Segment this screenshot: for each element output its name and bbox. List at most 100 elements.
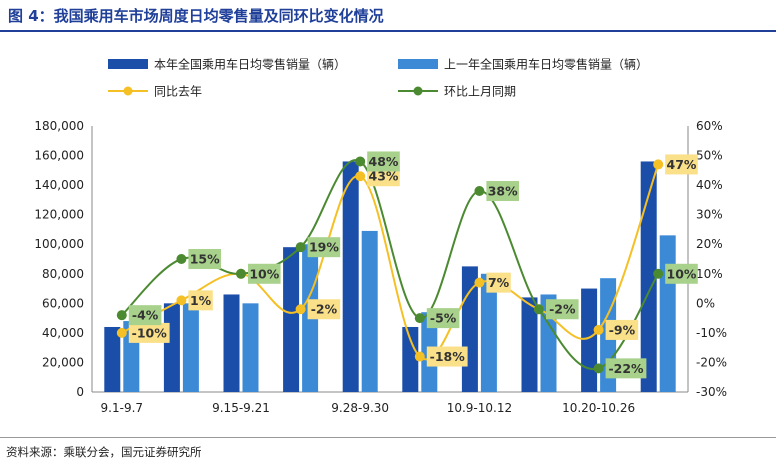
source-divider [0, 437, 776, 438]
x-tick-label: 10.20-10.26 [562, 401, 635, 415]
data-label-box [665, 263, 698, 284]
point-mom [116, 310, 127, 321]
bar-current-year [581, 288, 598, 392]
legend-marker [123, 86, 133, 96]
data-label-mom: 19% [309, 240, 339, 255]
x-tick-label: 10.9-10.12 [447, 401, 512, 415]
bar-current-year [283, 247, 300, 392]
chart-title: 图 4：我国乘用车市场周度日均零售量及同环比变化情况 [8, 7, 384, 25]
data-label-yoy: 1% [190, 293, 212, 308]
bar-current-year [163, 303, 180, 392]
data-label-yoy: 43% [369, 169, 399, 184]
data-label-box [426, 346, 468, 367]
data-label-mom: -5% [430, 311, 457, 326]
left-tick-label: 100,000 [34, 237, 84, 251]
right-tick-label: 20% [696, 237, 723, 251]
lines [116, 156, 664, 374]
x-tick-label: 9.15-9.21 [212, 401, 270, 415]
point-mom [236, 268, 246, 279]
right-tick-label: 60% [696, 119, 723, 133]
data-label-box [605, 319, 639, 340]
data-label-yoy: -2% [311, 302, 338, 317]
legend-swatch [398, 59, 438, 69]
bars [104, 161, 676, 392]
data-label-box [248, 263, 281, 284]
legend-marker [413, 86, 423, 96]
data-label-mom: 10% [667, 266, 697, 281]
right-tick-label: 40% [696, 178, 723, 192]
point-mom [593, 363, 604, 374]
data-label-box [486, 181, 519, 202]
title-divider [0, 30, 776, 32]
source-note: 资料来源：乘联分会，国元证券研究所 [6, 445, 202, 459]
data-label-yoy: 47% [667, 157, 697, 172]
bar-current-year [521, 297, 538, 392]
left-tick-label: 80,000 [42, 267, 84, 281]
point-yoy [355, 171, 366, 182]
point-yoy [295, 304, 306, 315]
data-label-box [128, 322, 170, 343]
right-tick-label: -30% [696, 385, 727, 399]
data-label-box [426, 308, 460, 329]
legend-swatch [108, 59, 148, 69]
data-label-box [307, 237, 341, 258]
combo-chart: 本年全国乘用车日均零售销量（辆） 上一年全国乘用车日均零售销量（辆） 同比去年 环比上… [34, 57, 727, 416]
x-tick-label: 9.1-9.7 [101, 401, 144, 415]
left-tick-label: 140,000 [34, 178, 84, 192]
right-tick-label: -20% [696, 355, 727, 369]
point-mom [534, 304, 544, 315]
data-label-mom: 48% [369, 154, 399, 169]
data-label-box [367, 151, 400, 172]
data-label-mom: 15% [190, 252, 220, 267]
right-tick-label: 30% [696, 208, 723, 222]
point-mom [295, 242, 306, 253]
bar-current-year [223, 294, 240, 392]
point-yoy [593, 324, 604, 335]
data-label-box [188, 249, 221, 269]
bar-current-year [104, 326, 121, 392]
left-tick-label: 40,000 [42, 326, 84, 340]
right-tick-label: 10% [696, 267, 723, 281]
data-label-box [307, 299, 341, 320]
bar-current-year [342, 161, 359, 392]
data-label-mom: -2% [549, 302, 576, 317]
bar-current-year [402, 326, 419, 392]
line-mom [121, 159, 660, 371]
x-tick-label: 9.28-9.30 [331, 401, 389, 415]
bar-previous-year [182, 303, 199, 392]
data-label-box [665, 154, 698, 175]
legend-label: 环比上月同期 [444, 85, 516, 99]
point-yoy [414, 351, 425, 362]
point-mom [414, 313, 425, 324]
left-tick-label: 160,000 [34, 149, 84, 163]
data-label-yoy: -10% [132, 325, 168, 340]
left-tick-label: 20,000 [42, 355, 84, 369]
data-labels: -10% 1% -2% 43% -18% 7% -9% 47% -4% 15% 10% 19% 48% -… [128, 151, 698, 379]
point-mom [474, 186, 485, 197]
bar-previous-year [659, 235, 676, 392]
data-label-box [188, 290, 213, 311]
data-label-box [128, 305, 162, 326]
bar-previous-year [361, 230, 378, 392]
legend-label: 上一年全国乘用车日均零售销量（辆） [444, 57, 648, 72]
data-label-box [546, 299, 579, 320]
data-label-box [486, 272, 511, 293]
point-yoy [116, 327, 127, 338]
right-tick-label: 50% [696, 149, 723, 163]
point-mom [653, 268, 664, 279]
point-mom [176, 254, 187, 264]
left-tick-label: 120,000 [34, 208, 84, 222]
legend-label: 本年全国乘用车日均零售销量（辆） [154, 57, 346, 72]
point-yoy [176, 295, 187, 306]
data-label-yoy: 7% [488, 275, 510, 290]
bar-previous-year [480, 273, 497, 392]
legend-label: 同比去年 [154, 85, 202, 99]
data-label-mom: -22% [608, 361, 644, 376]
left-tick-label: 60,000 [42, 296, 84, 310]
data-label-box [605, 358, 647, 379]
data-label-yoy: -18% [430, 349, 466, 364]
point-mom [355, 156, 366, 167]
point-yoy [653, 159, 664, 170]
point-yoy [474, 277, 485, 288]
left-tick-label: 0 [76, 385, 84, 399]
